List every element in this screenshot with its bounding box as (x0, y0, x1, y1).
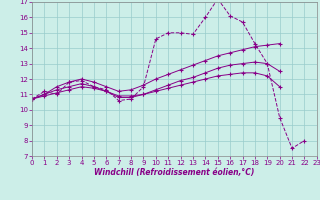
X-axis label: Windchill (Refroidissement éolien,°C): Windchill (Refroidissement éolien,°C) (94, 168, 255, 177)
